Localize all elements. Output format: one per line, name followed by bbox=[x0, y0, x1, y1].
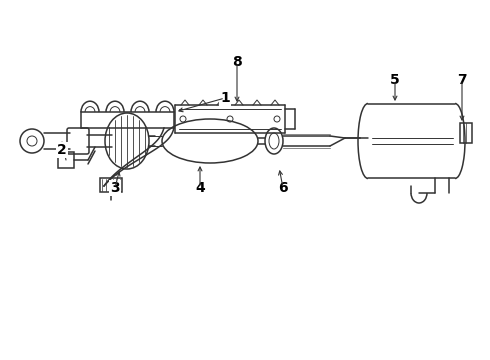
Bar bbox=[58, 152, 74, 168]
Bar bbox=[460, 123, 472, 143]
Text: 7: 7 bbox=[457, 73, 467, 87]
Text: 4: 4 bbox=[195, 181, 205, 195]
Text: 2: 2 bbox=[57, 143, 67, 157]
Text: 1: 1 bbox=[220, 91, 230, 105]
Text: 6: 6 bbox=[278, 181, 288, 195]
Text: 5: 5 bbox=[390, 73, 400, 87]
Text: 3: 3 bbox=[110, 181, 120, 195]
Bar bbox=[100, 178, 122, 192]
Text: 8: 8 bbox=[232, 55, 242, 69]
